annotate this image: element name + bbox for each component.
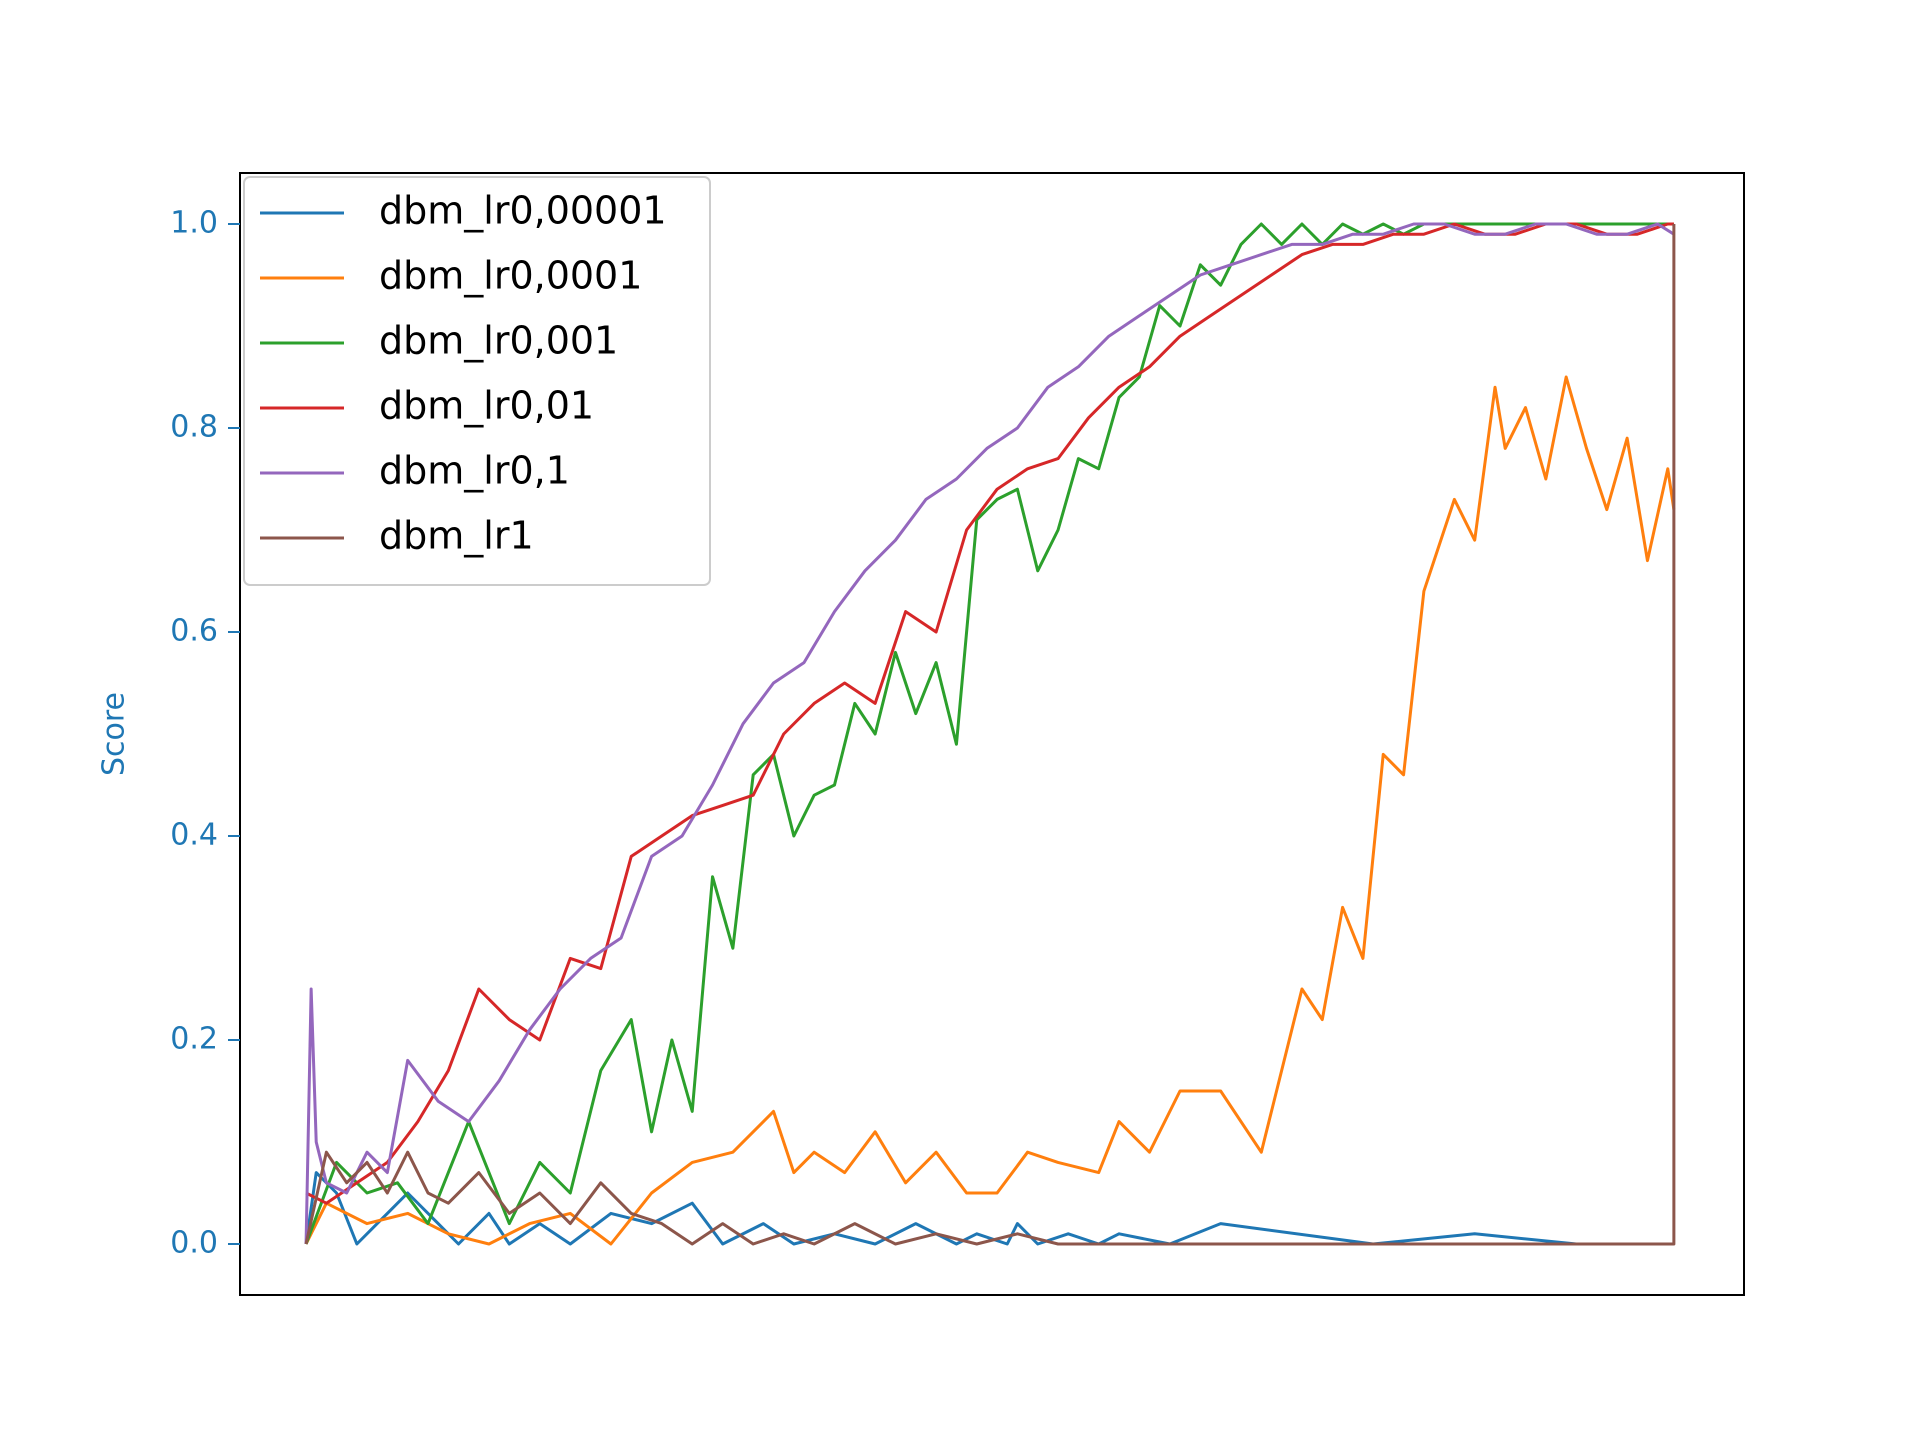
- y-axis-label: Score: [97, 692, 132, 776]
- legend-label-5: dbm_lr1: [379, 514, 534, 558]
- series-line-0: [304, 1171, 1675, 1246]
- legend-label-0: dbm_lr0,00001: [379, 189, 667, 233]
- plot-frame: [239, 172, 1745, 1296]
- series-line-3: [305, 222, 1674, 1205]
- y-tick-label-5: 1.0: [170, 206, 218, 241]
- legend: dbm_lr0,00001 dbm_lr0,0001 dbm_lr0,001 dbm_…: [243, 176, 711, 586]
- y-tick-label-1: 0.2: [170, 1022, 218, 1057]
- y-tick-label-4: 0.8: [170, 410, 218, 445]
- y-tick-label-2: 0.4: [170, 818, 218, 853]
- y-tick-label-0: 0.0: [170, 1226, 218, 1261]
- legend-label-3: dbm_lr0,01: [379, 384, 594, 428]
- legend-label-4: dbm_lr0,1: [379, 449, 570, 493]
- series-line-2: [304, 222, 1674, 1245]
- series-line-4: [304, 222, 1675, 1245]
- y-tick-label-3: 0.6: [170, 614, 218, 649]
- legend-label-1: dbm_lr0,0001: [379, 254, 642, 298]
- series-layer: [304, 222, 1676, 1246]
- legend-label-2: dbm_lr0,001: [379, 319, 618, 363]
- series-line-1: [304, 375, 1676, 1246]
- legend-box: [243, 176, 711, 586]
- y-axis: 0.0 0.2 0.4 0.6 0.8 1.0: [170, 206, 240, 1261]
- series-line-5: [304, 224, 1676, 1246]
